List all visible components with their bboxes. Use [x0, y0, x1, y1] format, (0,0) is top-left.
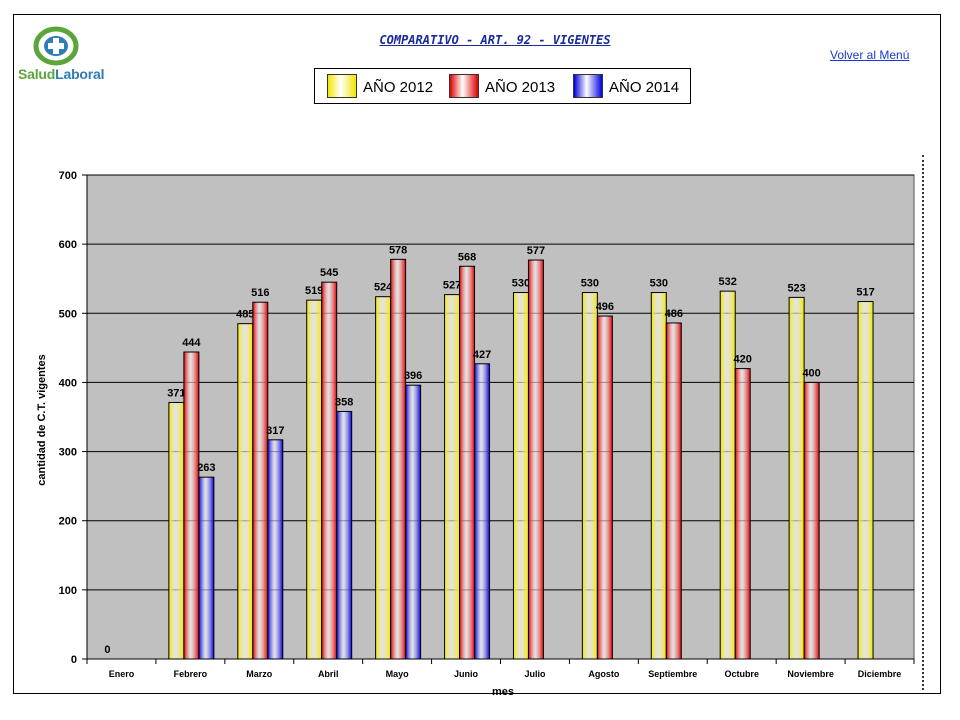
bar-a-o-2014-febrero — [198, 476, 215, 660]
logo-word-salud: Salud — [18, 66, 56, 82]
x-tick-label-junio: Junio — [454, 669, 479, 679]
chart-legend: AÑO 2012 AÑO 2013 AÑO 2014 — [314, 68, 691, 104]
page-title: COMPARATIVO - ART. 92 - VIGENTES — [379, 33, 611, 47]
bar-a-o-2013-octubre — [734, 368, 751, 660]
data-label-a-o-2012-agosto: 530 — [581, 278, 599, 290]
data-label-a-o-2013-julio: 577 — [527, 245, 545, 257]
data-label-a-o-2012-junio: 527 — [443, 280, 461, 292]
bar-a-o-2012-abril — [306, 299, 323, 660]
data-label-a-o-2012-enero: 0 — [104, 644, 110, 656]
data-label-a-o-2013-abril: 545 — [320, 267, 338, 279]
y-tick-label-100: 100 — [59, 585, 77, 597]
bar-a-o-2013-febrero — [183, 351, 200, 660]
y-tick-label-500: 500 — [59, 308, 77, 320]
data-label-a-o-2013-febrero: 444 — [182, 337, 201, 349]
bar-a-o-2014-mayo — [405, 384, 422, 660]
bar-a-o-2013-septiembre — [665, 322, 682, 660]
bar-a-o-2013-agosto — [596, 315, 613, 660]
bar-a-o-2013-mayo — [390, 258, 407, 660]
bar-a-o-2012-agosto — [581, 292, 598, 660]
x-tick-label-julio: Julio — [524, 669, 546, 679]
logo-wordmark: SaludLaboral — [18, 66, 104, 82]
bar-a-o-2013-junio — [459, 265, 476, 660]
bar-a-o-2012-octubre — [719, 290, 736, 660]
data-label-a-o-2012-noviembre: 523 — [787, 282, 805, 294]
x-tick-label-noviembre: Noviembre — [787, 669, 834, 679]
legend-label-2014: AÑO 2014 — [609, 79, 680, 96]
legend-label-2013: AÑO 2013 — [485, 79, 556, 96]
x-tick-label-diciembre: Diciembre — [858, 669, 902, 679]
x-tick-label-agosto: Agosto — [588, 669, 619, 679]
y-axis-label: cantidad de C.T. vigentes — [36, 354, 48, 485]
bar-a-o-2013-noviembre — [803, 381, 820, 660]
data-label-a-o-2014-febrero: 263 — [197, 462, 215, 474]
x-axis-label: mes — [492, 686, 514, 698]
data-label-a-o-2013-octubre: 420 — [734, 354, 752, 366]
data-label-a-o-2014-abril: 358 — [335, 396, 353, 408]
x-tick-label-mayo: Mayo — [386, 669, 410, 679]
salud-laboral-logo: SaludLaboral — [18, 26, 118, 84]
logo-emblem-icon — [33, 26, 79, 66]
data-label-a-o-2013-agosto: 496 — [596, 301, 614, 313]
legend-swatch-2013 — [449, 74, 479, 98]
y-tick-label-0: 0 — [71, 654, 77, 666]
data-label-a-o-2013-junio: 568 — [458, 251, 476, 263]
frame-divider — [922, 155, 924, 690]
legend-swatch-2014 — [573, 74, 603, 98]
y-tick-label-200: 200 — [59, 516, 77, 528]
back-to-menu-link[interactable]: Volver al Menú — [830, 48, 910, 62]
data-label-a-o-2013-marzo: 516 — [251, 287, 269, 299]
data-label-a-o-2013-septiembre: 486 — [665, 308, 683, 320]
bar-a-o-2012-julio — [512, 292, 529, 660]
bar-a-o-2013-julio — [527, 259, 544, 660]
data-label-a-o-2012-mayo: 524 — [374, 282, 393, 294]
y-tick-label-400: 400 — [59, 377, 77, 389]
bar-a-o-2013-marzo — [252, 301, 269, 660]
data-label-a-o-2013-mayo: 578 — [389, 244, 407, 256]
bar-a-o-2012-marzo — [237, 323, 254, 660]
bar-a-o-2012-junio — [444, 294, 461, 660]
x-tick-label-febrero: Febrero — [174, 669, 208, 679]
plot-area — [86, 174, 915, 660]
bar-a-o-2012-noviembre — [788, 296, 805, 660]
y-tick-label-600: 600 — [59, 239, 77, 251]
legend-swatch-2012 — [327, 74, 357, 98]
bar-a-o-2014-marzo — [267, 439, 284, 660]
bar-a-o-2013-abril — [321, 281, 338, 660]
bar-a-o-2014-junio — [474, 363, 491, 660]
x-tick-label-marzo: Marzo — [246, 669, 273, 679]
data-label-a-o-2012-diciembre: 517 — [856, 287, 874, 299]
x-tick-label-septiembre: Septiembre — [648, 669, 697, 679]
data-label-a-o-2012-octubre: 532 — [719, 276, 737, 288]
data-label-a-o-2013-noviembre: 400 — [802, 367, 820, 379]
x-tick-label-abril: Abril — [318, 669, 339, 679]
y-tick-label-700: 700 — [59, 170, 77, 182]
bar-a-o-2012-febrero — [168, 401, 185, 660]
data-label-a-o-2012-abril: 519 — [305, 285, 323, 297]
y-tick-label-300: 300 — [59, 447, 77, 459]
data-label-a-o-2014-marzo: 317 — [266, 425, 284, 437]
bar-a-o-2014-abril — [336, 410, 353, 660]
x-tick-label-enero: Enero — [109, 669, 135, 679]
legend-label-2012: AÑO 2012 — [363, 79, 434, 96]
bar-a-o-2012-diciembre — [857, 301, 874, 660]
bar-a-o-2012-mayo — [375, 296, 392, 660]
data-label-a-o-2012-febrero: 371 — [167, 387, 185, 399]
logo-word-laboral: Laboral — [55, 66, 105, 82]
data-label-a-o-2012-marzo: 485 — [236, 309, 254, 321]
bar-a-o-2012-septiembre — [650, 292, 667, 660]
data-label-a-o-2012-septiembre: 530 — [650, 278, 668, 290]
x-tick-label-octubre: Octubre — [724, 669, 759, 679]
data-label-a-o-2012-julio: 530 — [512, 278, 530, 290]
data-label-a-o-2014-junio: 427 — [473, 349, 491, 361]
data-label-a-o-2014-mayo: 396 — [404, 370, 422, 382]
